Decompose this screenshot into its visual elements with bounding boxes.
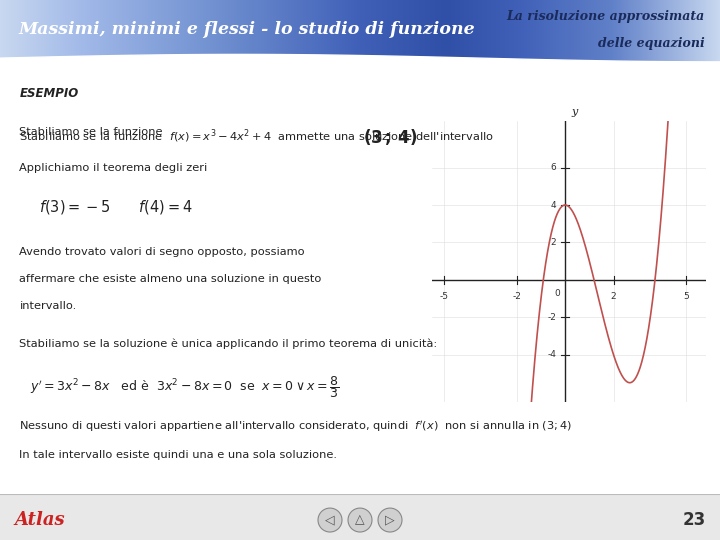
- Text: intervallo.: intervallo.: [19, 301, 76, 311]
- Text: $\mathbf{(3\,;\,4)}$: $\mathbf{(3\,;\,4)}$: [363, 127, 417, 147]
- Text: -5: -5: [440, 292, 449, 301]
- Text: Stabiliamo se la soluzione è unica applicando il primo teorema di unicità:: Stabiliamo se la soluzione è unica appli…: [19, 339, 438, 349]
- Text: affermare che esiste almeno una soluzione in questo: affermare che esiste almeno una soluzion…: [19, 274, 322, 284]
- Text: △: △: [355, 514, 365, 526]
- Text: La risoluzione approssimata: La risoluzione approssimata: [507, 10, 705, 23]
- Text: ▷: ▷: [385, 514, 395, 526]
- Text: Atlas: Atlas: [14, 511, 65, 529]
- Text: 2: 2: [611, 292, 616, 301]
- Text: delle equazioni: delle equazioni: [598, 37, 705, 50]
- Text: -2: -2: [548, 313, 557, 322]
- Text: -4: -4: [548, 350, 557, 360]
- Text: 23: 23: [683, 511, 706, 529]
- Text: Stabiliamo se la funzione: Stabiliamo se la funzione: [19, 127, 174, 137]
- Text: -2: -2: [513, 292, 521, 301]
- Circle shape: [378, 508, 402, 532]
- Circle shape: [348, 508, 372, 532]
- FancyBboxPatch shape: [0, 494, 720, 540]
- Text: Stabiliamo se la funzione  $f(x)=x^3-4x^2+4$  ammette una soluzione dell'interva: Stabiliamo se la funzione $f(x)=x^3-4x^2…: [19, 127, 495, 145]
- Text: ◁: ◁: [325, 514, 335, 526]
- Text: 6: 6: [551, 163, 557, 172]
- Text: ESEMPIO: ESEMPIO: [19, 87, 78, 100]
- Text: $f(3)=-5$$\quad\quad$$f(4)=4$: $f(3)=-5$$\quad\quad$$f(4)=4$: [39, 198, 192, 217]
- Text: Massimi, minimi e flessi - lo studio di funzione: Massimi, minimi e flessi - lo studio di …: [18, 21, 474, 38]
- Text: Avendo trovato valori di segno opposto, possiamo: Avendo trovato valori di segno opposto, …: [19, 247, 305, 256]
- Text: 0: 0: [554, 289, 560, 298]
- Text: 5: 5: [683, 292, 689, 301]
- Text: Nessuno di questi valori appartiene all'intervallo considerato, quindi  $f'(x)$ : Nessuno di questi valori appartiene all'…: [19, 418, 573, 434]
- Text: In tale intervallo esiste quindi una e una sola soluzione.: In tale intervallo esiste quindi una e u…: [19, 450, 338, 460]
- Text: 4: 4: [551, 200, 557, 210]
- Text: Applichiamo il teorema degli zeri: Applichiamo il teorema degli zeri: [19, 163, 207, 173]
- Text: $y'=3x^2-8x$   ed è  $3x^2-8x=0$  se  $x=0\vee x=\dfrac{8}{3}$: $y'=3x^2-8x$ ed è $3x^2-8x=0$ se $x=0\ve…: [30, 375, 340, 401]
- Text: 2: 2: [551, 238, 557, 247]
- Text: y: y: [571, 107, 577, 117]
- Circle shape: [318, 508, 342, 532]
